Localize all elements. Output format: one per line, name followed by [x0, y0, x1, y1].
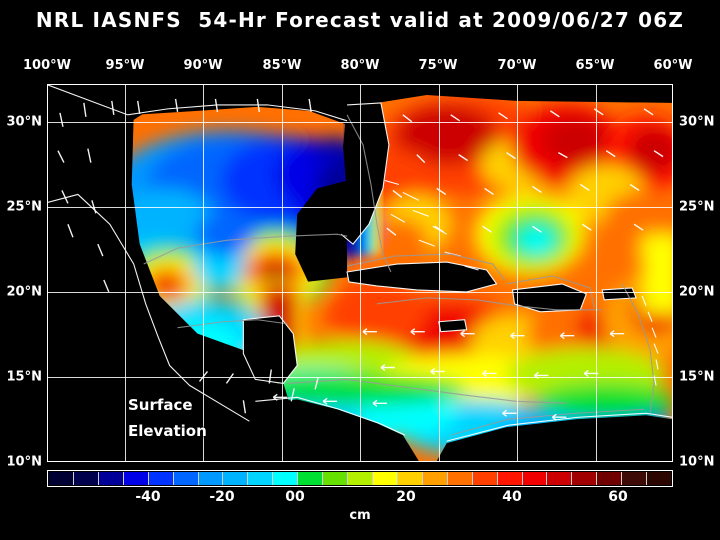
colorbar-swatch-10: [298, 472, 324, 485]
colorbar-swatch-11: [323, 472, 349, 485]
lat-label-right-30n: 30°N: [679, 114, 715, 130]
colorbar-tick--40: -40: [135, 489, 161, 505]
gridline-85w: [282, 85, 283, 461]
gridline-15n: [48, 377, 672, 378]
lon-label-65w: 65°W: [575, 58, 615, 73]
gridline-65w: [596, 85, 597, 461]
colorbar-swatch-0: [49, 472, 74, 485]
gridline-95w: [125, 85, 126, 461]
variable-annotation-line2: Elevation: [128, 422, 207, 440]
colorbar-swatch-22: [597, 472, 623, 485]
lat-label-right-15n: 15°N: [679, 369, 715, 385]
colorbar-swatch-23: [622, 472, 648, 485]
colorbar-tick-00: 00: [285, 489, 305, 505]
variable-annotation-line1: Surface: [128, 396, 193, 414]
colorbar-tick-40: 40: [502, 489, 522, 505]
colorbar-swatch-1: [73, 472, 99, 485]
colorbar-swatch-24: [647, 472, 672, 485]
colorbar-swatch-14: [397, 472, 423, 485]
variable-annotation: Surface Elevation: [128, 392, 207, 444]
gridline-80w: [360, 85, 361, 461]
colorbar-swatch-15: [422, 472, 448, 485]
colorbar-swatch-9: [273, 472, 299, 485]
gridline-70w: [517, 85, 518, 461]
colorbar-swatch-18: [497, 472, 523, 485]
colorbar-swatch-5: [173, 472, 199, 485]
lat-label-left-15n: 15°N: [6, 369, 42, 385]
lat-label-left-10n: 10°N: [6, 454, 42, 470]
gridline-25n: [48, 207, 672, 208]
lon-label-60w: 60°W: [653, 58, 693, 73]
map-plot-area[interactable]: [47, 84, 673, 462]
gridline-90w: [203, 85, 204, 461]
page-title: NRL IASNFS 54-Hr Forecast valid at 2009/…: [35, 8, 685, 32]
lat-label-left-20n: 20°N: [6, 284, 42, 300]
lon-label-70w: 70°W: [497, 58, 537, 73]
colorbar-swatch-6: [198, 472, 224, 485]
lon-label-75w: 75°W: [418, 58, 458, 73]
colorbar-swatch-2: [98, 472, 124, 485]
colorbar-swatch-16: [447, 472, 473, 485]
colorbar-swatch-17: [472, 472, 498, 485]
lon-label-100w: 100°W: [23, 58, 71, 73]
colorbar: [47, 470, 673, 487]
colorbar-tick-20: 20: [396, 489, 416, 505]
colorbar-unit-label: cm: [349, 508, 371, 523]
lon-label-80w: 80°W: [340, 58, 380, 73]
gridline-75w: [439, 85, 440, 461]
lat-label-left-30n: 30°N: [6, 114, 42, 130]
lon-label-85w: 85°W: [262, 58, 302, 73]
gridline-20n: [48, 292, 672, 293]
colorbar-swatch-3: [123, 472, 149, 485]
colorbar-swatch-8: [248, 472, 274, 485]
lat-label-right-25n: 25°N: [679, 199, 715, 215]
colorbar-swatch-7: [223, 472, 249, 485]
gridline-30n: [48, 122, 672, 123]
colorbar-tick--20: -20: [209, 489, 235, 505]
colorbar-swatch-13: [372, 472, 398, 485]
lat-label-left-25n: 25°N: [6, 199, 42, 215]
lat-label-right-10n: 10°N: [679, 454, 715, 470]
lat-label-right-20n: 20°N: [679, 284, 715, 300]
colorbar-swatch-12: [348, 472, 373, 485]
colorbar-swatch-19: [522, 472, 548, 485]
lon-label-90w: 90°W: [183, 58, 223, 73]
colorbar-swatch-21: [572, 472, 598, 485]
colorbar-swatch-20: [547, 472, 573, 485]
colorbar-tick-60: 60: [608, 489, 628, 505]
lon-label-95w: 95°W: [105, 58, 145, 73]
colorbar-swatch-4: [148, 472, 174, 485]
